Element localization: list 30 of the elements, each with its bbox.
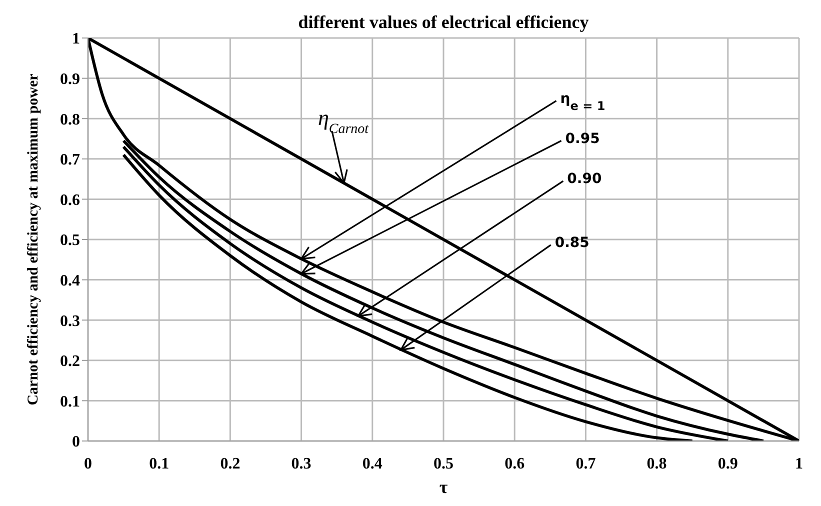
annotation: η$_{e = 1}$ xyxy=(560,90,606,113)
y-tick-label: 0.7 xyxy=(60,152,80,169)
y-tick-label: 0.3 xyxy=(60,312,80,330)
y-tick-label: 0.2 xyxy=(60,353,80,370)
y-tick-label: 0.4 xyxy=(60,272,80,290)
x-tick-label: 0.6 xyxy=(504,455,525,472)
x-tick-label: 0.5 xyxy=(434,455,454,472)
y-tick-label: 0.1 xyxy=(60,393,80,410)
y-axis-title: Carnot efficiency and efficiency at maximum power xyxy=(25,73,42,406)
x-tick-label: 1 xyxy=(795,455,803,472)
y-tick-label: 0 xyxy=(72,434,80,451)
x-tick-label: 0.1 xyxy=(149,455,170,472)
x-tick-label: 0.4 xyxy=(362,455,382,472)
x-tick-label: 0.8 xyxy=(646,455,667,472)
x-tick-label: 0.9 xyxy=(718,455,738,472)
y-tick-label: 0.9 xyxy=(60,70,80,88)
x-tick-label: 0 xyxy=(84,455,92,472)
x-tick-label: 0.2 xyxy=(220,455,240,472)
y-tick-label: 1 xyxy=(72,30,80,48)
x-axis-title: τ xyxy=(439,477,448,497)
y-tick-label: 0.5 xyxy=(60,232,80,250)
chart-title: different values of electrical efficiency xyxy=(298,12,589,32)
x-tick-label: 0.3 xyxy=(291,455,312,472)
y-tick-label: 0.8 xyxy=(60,111,80,128)
annotation: 0.85 xyxy=(554,234,590,251)
annotation: 0.90 xyxy=(567,171,602,188)
annotation: 0.95 xyxy=(565,130,600,147)
x-tick-label: 0.7 xyxy=(576,455,596,472)
annotation: η$_{Carnot}$ xyxy=(318,105,370,137)
y-tick-label: 0.6 xyxy=(60,192,80,209)
